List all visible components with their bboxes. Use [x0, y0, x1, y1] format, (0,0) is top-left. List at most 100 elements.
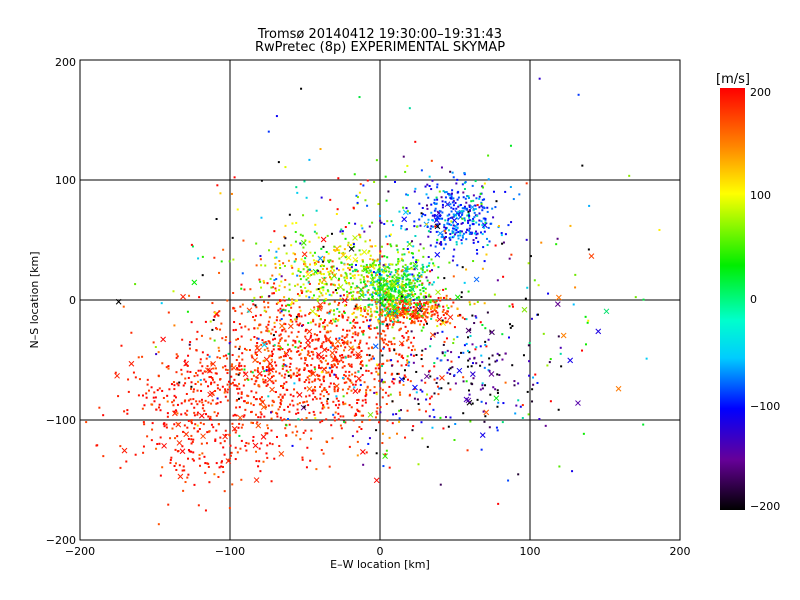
- data-point: [176, 355, 179, 358]
- data-point: [356, 408, 359, 411]
- data-point: [357, 370, 360, 373]
- data-point: [378, 271, 381, 274]
- data-point: [467, 214, 470, 217]
- data-point: [445, 191, 448, 194]
- data-point: [404, 286, 407, 289]
- data-point: [341, 232, 344, 235]
- data-point-cross: [603, 308, 610, 315]
- data-point: [196, 413, 199, 416]
- data-point: [413, 285, 416, 288]
- data-point: [519, 405, 522, 408]
- data-point: [434, 225, 437, 228]
- data-point: [381, 323, 384, 326]
- data-point: [425, 320, 428, 323]
- data-point: [153, 400, 156, 403]
- data-point: [333, 419, 336, 422]
- data-point: [161, 389, 164, 392]
- data-point: [400, 299, 403, 302]
- data-point: [494, 206, 497, 209]
- data-point: [441, 330, 444, 333]
- data-point: [412, 279, 415, 282]
- data-point: [289, 403, 292, 406]
- data-point: [265, 369, 268, 372]
- data-point: [303, 367, 306, 370]
- data-point: [306, 400, 309, 403]
- data-point: [366, 319, 369, 322]
- data-point: [343, 381, 346, 384]
- data-point: [402, 206, 405, 209]
- data-point: [341, 315, 344, 318]
- data-point: [391, 263, 394, 266]
- data-point: [430, 269, 433, 272]
- data-point: [432, 408, 435, 411]
- data-point: [415, 296, 418, 299]
- data-point: [247, 328, 250, 331]
- data-point: [367, 291, 370, 294]
- data-point: [119, 445, 122, 448]
- data-point: [412, 345, 415, 348]
- data-point: [456, 314, 459, 317]
- data-point: [398, 381, 401, 384]
- data-point: [571, 470, 574, 473]
- data-point: [358, 96, 361, 99]
- data-point: [424, 311, 427, 314]
- data-point: [397, 260, 400, 263]
- data-point: [349, 243, 352, 246]
- data-point: [492, 216, 495, 219]
- data-point: [386, 306, 389, 309]
- data-point: [310, 364, 313, 367]
- data-point: [445, 304, 448, 307]
- data-point: [325, 282, 328, 285]
- data-point: [291, 431, 294, 434]
- data-point: [406, 247, 409, 250]
- data-point-cross: [439, 375, 445, 381]
- data-point: [306, 446, 309, 449]
- data-point: [421, 305, 424, 308]
- data-point: [412, 256, 415, 259]
- data-point: [436, 357, 439, 360]
- data-point: [400, 227, 403, 230]
- data-point: [393, 180, 396, 183]
- data-point: [374, 301, 377, 304]
- data-point: [388, 286, 391, 289]
- data-point: [435, 381, 438, 384]
- data-point: [265, 325, 268, 328]
- data-point: [452, 338, 455, 341]
- data-point: [327, 271, 330, 274]
- data-point: [399, 312, 402, 315]
- data-point: [221, 465, 224, 468]
- data-point: [189, 341, 192, 344]
- data-point: [383, 308, 386, 311]
- data-point: [396, 282, 399, 285]
- data-point: [475, 248, 478, 251]
- data-point: [323, 299, 326, 302]
- data-point: [263, 348, 266, 351]
- data-point: [374, 244, 377, 247]
- data-point: [214, 438, 217, 441]
- data-point: [299, 242, 302, 245]
- data-point: [347, 316, 350, 319]
- data-point: [408, 281, 411, 284]
- data-point: [267, 369, 270, 372]
- data-point: [497, 502, 500, 505]
- data-point: [453, 439, 456, 442]
- data-point: [190, 385, 193, 388]
- data-point: [289, 369, 292, 372]
- data-point: [304, 359, 307, 362]
- data-point: [584, 315, 587, 318]
- data-point: [406, 361, 409, 364]
- data-point: [265, 384, 268, 387]
- data-point: [458, 204, 461, 207]
- data-point: [387, 299, 390, 302]
- data-point: [481, 384, 484, 387]
- data-point: [180, 413, 183, 416]
- data-point: [141, 407, 144, 410]
- data-point: [287, 310, 290, 313]
- data-point: [233, 176, 236, 179]
- data-point: [221, 366, 224, 369]
- data-point: [344, 375, 347, 378]
- data-point: [244, 325, 247, 328]
- data-point: [365, 364, 368, 367]
- data-point-cross: [309, 308, 316, 315]
- data-point: [297, 269, 300, 272]
